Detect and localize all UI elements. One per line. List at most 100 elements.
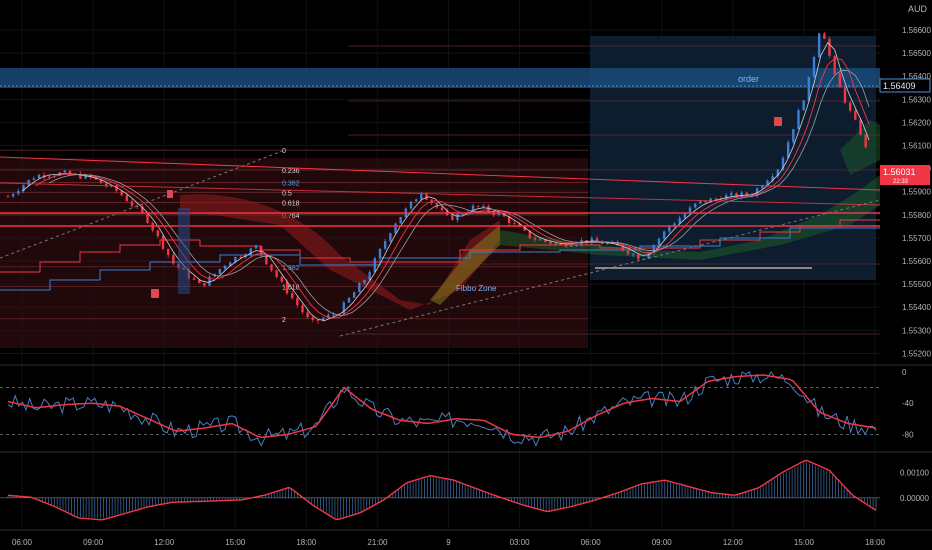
price-tick-label: 1.56400	[902, 72, 931, 81]
step-lines	[0, 219, 880, 291]
thumbs-markers	[151, 117, 782, 298]
candle-body	[523, 226, 526, 231]
candle-body	[833, 55, 836, 74]
candle-body	[99, 179, 103, 184]
candle-body	[745, 192, 749, 195]
candle-body	[786, 142, 790, 159]
candle-body	[239, 256, 242, 258]
candle-body	[373, 258, 377, 273]
candle-body	[420, 193, 423, 200]
time-tick-label: 09:00	[83, 538, 104, 547]
thumb-marker-icon	[151, 289, 159, 298]
candle-body	[652, 245, 656, 253]
candle-body	[68, 170, 72, 175]
trend-lines	[0, 149, 881, 337]
candle-body	[332, 314, 335, 316]
last-price-value: 1.56031	[883, 167, 916, 177]
rsi-tick-label: -80	[902, 430, 914, 439]
candle-body	[11, 193, 15, 197]
candle-body	[683, 213, 687, 218]
candle-body	[352, 292, 356, 298]
candle-body	[358, 283, 361, 293]
candle-body	[285, 281, 289, 294]
candle-body	[740, 192, 743, 197]
candle-body	[327, 314, 330, 319]
candle-body	[311, 317, 315, 320]
candle-body	[192, 278, 196, 280]
candle-body	[280, 276, 284, 282]
candle-body	[461, 213, 464, 215]
candle-body	[802, 100, 805, 111]
candle-body	[228, 262, 232, 266]
candle-body	[203, 283, 206, 286]
fib-label: 0.382	[282, 181, 300, 188]
candle-body	[776, 169, 780, 177]
last-price-sub: 22:33	[893, 179, 909, 185]
price-tick-label: 1.56300	[902, 95, 931, 104]
candle-body	[249, 248, 253, 256]
currency-label: AUD	[908, 4, 928, 14]
candle-body	[502, 213, 506, 217]
candle-body	[48, 176, 51, 178]
candle-body	[730, 193, 733, 196]
candle-body	[440, 207, 444, 211]
time-tick-label: 09:00	[652, 538, 673, 547]
candle-body	[828, 38, 831, 56]
candle-body	[6, 196, 10, 198]
candle-body	[383, 241, 387, 249]
candle-body	[771, 176, 774, 181]
candle-body	[559, 243, 563, 245]
candle-body	[389, 233, 392, 242]
candle-body	[797, 110, 800, 130]
candle-body	[161, 235, 165, 249]
candle-body	[456, 213, 459, 221]
macd-tick-label: 0.00000	[900, 494, 929, 503]
time-axis: 06:00 09:00 12:00 15:00 18:00 21:00 9 03:00 06:0…	[12, 538, 886, 547]
price-tick-label: 1.55800	[902, 211, 931, 220]
candle-body	[792, 129, 795, 143]
fib-label: 2	[282, 317, 286, 324]
candle-body	[399, 216, 402, 224]
candle-body	[156, 230, 160, 236]
candle-body	[125, 195, 129, 202]
candle-body	[363, 280, 366, 284]
candle-body	[394, 223, 397, 234]
candle-body	[606, 242, 609, 244]
candle-body	[234, 256, 237, 263]
candle-body	[564, 243, 568, 247]
candle-body	[172, 255, 175, 264]
candle-body	[595, 238, 599, 242]
candle-body	[544, 239, 547, 242]
candle-body	[17, 190, 20, 194]
time-tick-label: 18:00	[296, 538, 317, 547]
time-tick-label: 03:00	[510, 538, 531, 547]
macd-tick-label: 0.00100	[900, 469, 929, 478]
price-tick-label: 1.55300	[902, 326, 931, 335]
candle-body	[37, 174, 41, 179]
rsi-tick-label: -40	[902, 399, 914, 408]
candle-body	[755, 188, 759, 196]
candle-body	[409, 201, 413, 209]
candle-body	[575, 244, 578, 246]
time-tick-label: 12:00	[723, 538, 744, 547]
candle-body	[290, 293, 294, 299]
candle-body	[368, 272, 371, 281]
marker-icon	[167, 190, 173, 198]
candle-body	[476, 205, 480, 207]
rsi-tick-label: 0	[902, 368, 907, 377]
time-tick-label: 06:00	[12, 538, 33, 547]
candle-body	[79, 173, 82, 179]
current-price-value: 1.56409	[883, 81, 916, 91]
candle-body	[22, 185, 25, 191]
candle-body	[270, 264, 273, 271]
candle-body	[781, 158, 785, 170]
candle-body	[166, 248, 170, 256]
candle-body	[538, 239, 542, 241]
order-label: order	[738, 74, 759, 84]
fib-label: 0.236	[282, 168, 300, 175]
candle-body	[621, 245, 625, 251]
candle-body	[223, 265, 227, 270]
candle-body	[84, 174, 87, 179]
candle-body	[807, 76, 811, 101]
